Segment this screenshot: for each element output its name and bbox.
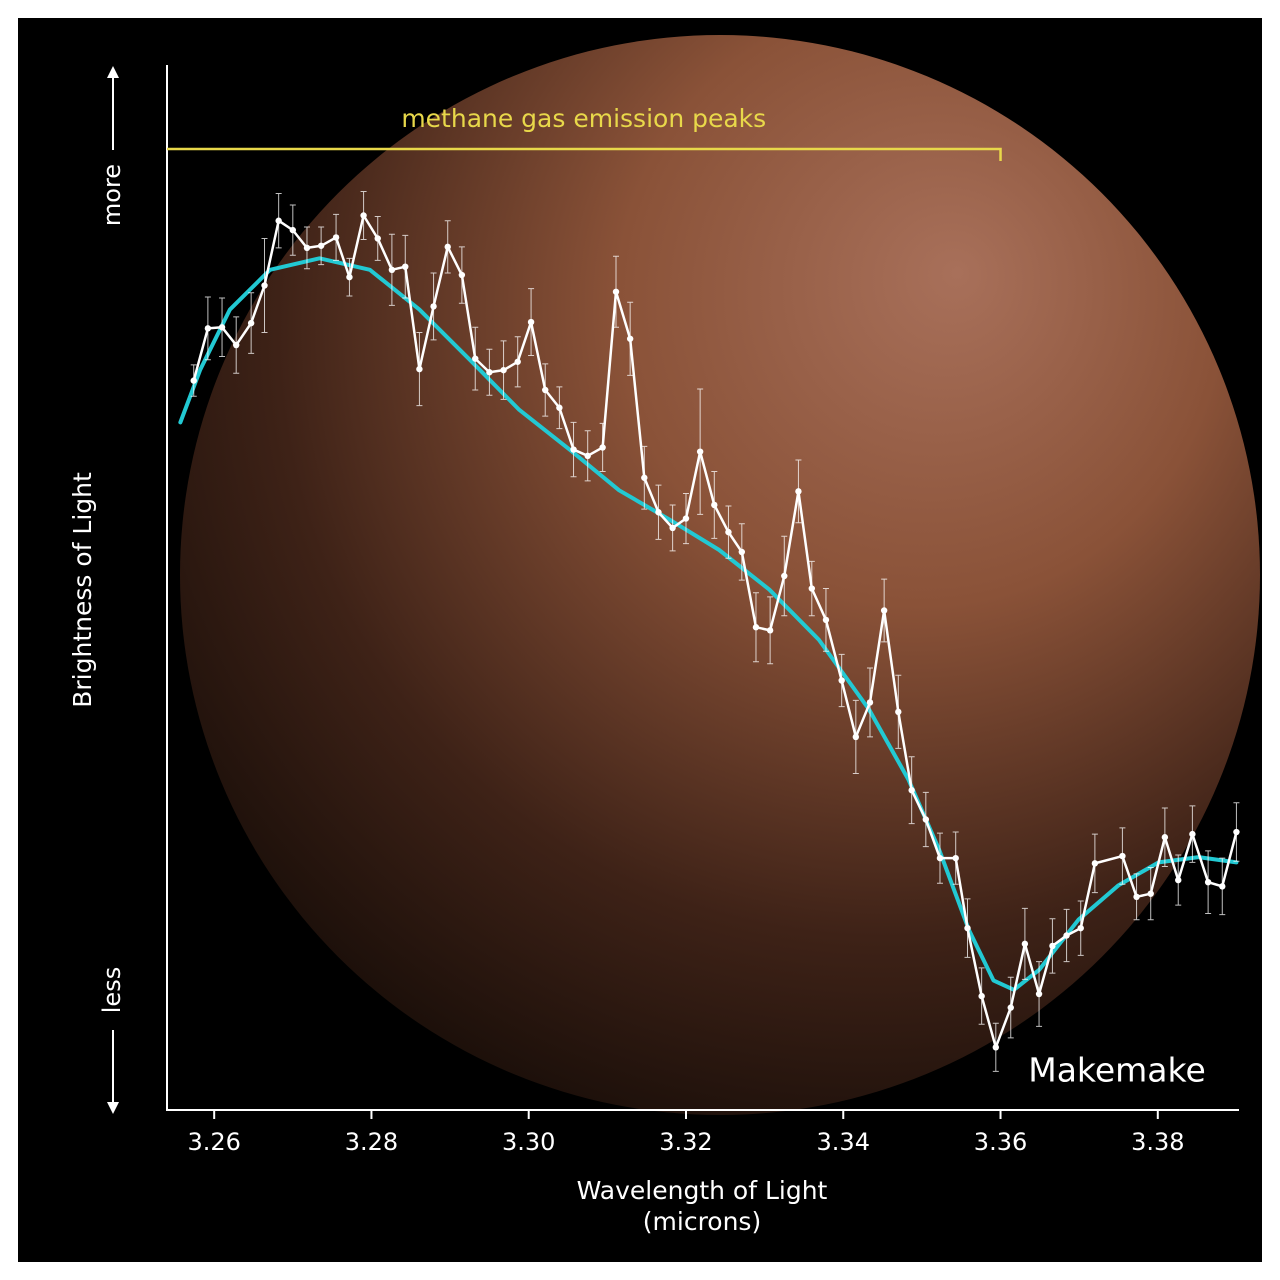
data-point: [1219, 883, 1226, 890]
data-point: [346, 273, 353, 281]
data-point: [1049, 942, 1056, 950]
line: [192, 214, 1238, 1049]
data-point: [641, 474, 648, 481]
data-point: [738, 548, 746, 556]
data-point: [711, 501, 718, 509]
x-axis-label: (microns): [643, 1207, 761, 1236]
data-point: [952, 854, 959, 862]
y-more: more: [98, 164, 126, 226]
data-point: [781, 572, 788, 580]
data-point: [978, 992, 985, 1000]
data-point: [838, 677, 845, 684]
data-point: [808, 585, 816, 592]
y-less: less: [98, 967, 126, 1013]
data-point: [908, 787, 915, 794]
data-point: [964, 924, 971, 932]
data-point: [289, 226, 297, 234]
data-point: [261, 282, 268, 289]
x-tick-label: 3.32: [659, 1128, 712, 1156]
data-point: [275, 217, 282, 224]
data-point: [472, 355, 479, 362]
data-point: [1007, 1004, 1014, 1011]
data-point: [190, 377, 197, 384]
data-point: [317, 242, 325, 249]
data-point: [444, 243, 451, 251]
data-point: [599, 444, 606, 451]
data-point: [388, 266, 396, 274]
data-point: [669, 524, 676, 532]
data-point: [486, 369, 493, 376]
x-tick-label: 3.30: [502, 1128, 555, 1156]
data-point: [922, 816, 930, 823]
data-point: [795, 488, 802, 495]
data-point: [1189, 830, 1196, 838]
data-point: [374, 235, 381, 242]
data-point: [1021, 940, 1029, 948]
data-point: [936, 854, 944, 862]
data-point: [527, 318, 535, 326]
data-point: [1161, 834, 1169, 841]
data-point: [880, 607, 888, 614]
data-point: [682, 515, 690, 522]
data-point: [1233, 828, 1240, 836]
data-point: [1063, 932, 1070, 939]
data-point: [626, 335, 634, 342]
data-point: [584, 452, 591, 460]
data-point: [1119, 852, 1126, 860]
data-point: [303, 244, 311, 252]
planet: [180, 35, 1260, 1115]
annotation-text: methane gas emission peaks: [401, 104, 766, 133]
data-point: [866, 699, 874, 706]
x-axis-label: Wavelength of Light: [577, 1176, 828, 1205]
data-point: [247, 319, 255, 327]
data-point: [514, 358, 521, 365]
data-point: [542, 386, 549, 394]
data-point: [655, 509, 662, 516]
data-point: [1035, 990, 1043, 998]
data-point: [992, 1044, 1000, 1051]
y-axis-label: Brightness of Light: [68, 472, 97, 708]
data-point: [895, 708, 902, 716]
data-point: [204, 325, 212, 332]
data-point: [612, 288, 620, 295]
data-point: [360, 212, 367, 219]
data-point: [1204, 878, 1212, 886]
data-point: [1133, 893, 1140, 901]
data-point: [430, 303, 437, 310]
data-point: [1077, 924, 1084, 932]
x-tick-label: 3.26: [187, 1128, 240, 1156]
data-point: [725, 528, 732, 536]
data-point: [500, 366, 507, 374]
data-point: [696, 448, 704, 455]
data-point: [1175, 876, 1182, 884]
object-label: Makemake: [1028, 1051, 1206, 1090]
data-point: [766, 627, 774, 634]
data-point: [1147, 890, 1154, 897]
data-point: [1091, 860, 1099, 867]
x-tick-label: 3.36: [974, 1128, 1027, 1156]
annotation-bracket: [167, 147, 1002, 161]
data-point: [570, 446, 577, 453]
data-point: [556, 404, 563, 411]
x-tick-label: 3.34: [817, 1128, 870, 1156]
data-point: [822, 616, 830, 624]
data-point: [852, 733, 860, 741]
data-point: [402, 263, 409, 270]
x-tick-label: 3.38: [1131, 1128, 1184, 1156]
data-point: [332, 234, 340, 241]
data-point: [232, 341, 240, 349]
data-point: [458, 271, 466, 279]
data-point: [218, 324, 226, 331]
data-point: [752, 624, 760, 631]
x-tick-label: 3.28: [345, 1128, 398, 1156]
data-point: [416, 365, 423, 373]
